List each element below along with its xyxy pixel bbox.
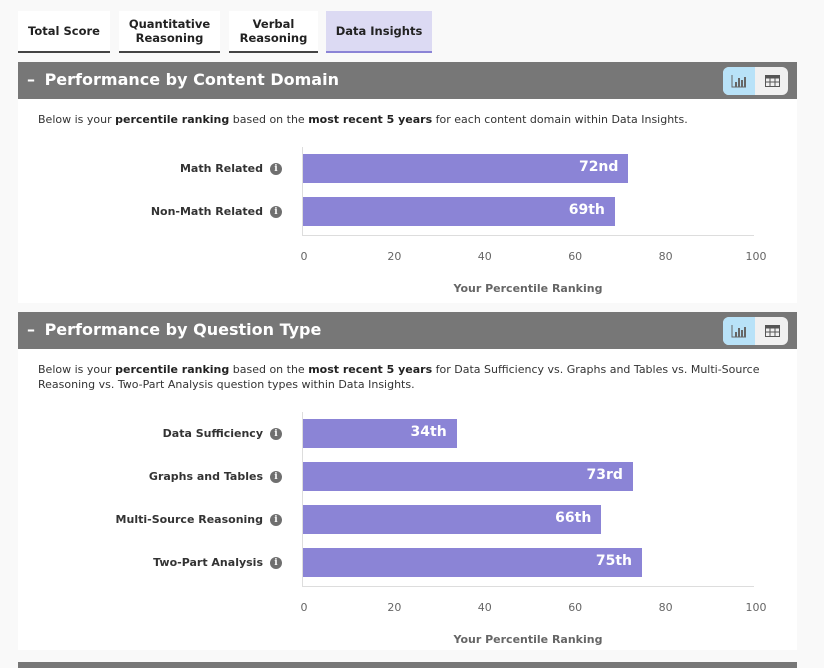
chart-view-button[interactable] (723, 67, 755, 95)
y-axis-line (302, 412, 303, 586)
info-icon[interactable]: i (270, 513, 282, 526)
bar-value-label: 69th (568, 202, 605, 218)
panel-header[interactable]: – Performance by Content Domain (18, 62, 797, 99)
bar-chart-icon (731, 74, 746, 87)
section-description: Below is your percentile ranking based o… (38, 113, 688, 126)
bar-value-label: 72nd (578, 159, 619, 175)
category-label: Multi-Source Reasoning i (116, 513, 282, 526)
bar: 75th (303, 548, 642, 577)
table-icon (764, 75, 780, 87)
x-tick-label: 60 (568, 601, 583, 614)
tab-label: Verbal Reasoning (239, 17, 308, 45)
x-tick-label: 40 (477, 601, 492, 614)
minus-icon[interactable]: – (27, 320, 35, 339)
info-icon[interactable]: i (270, 556, 282, 569)
bar: 66th (303, 505, 602, 534)
info-icon[interactable]: i (270, 205, 282, 218)
tab-label: Total Score (28, 24, 100, 38)
table-icon (764, 325, 780, 337)
question-type-panel: – Performance by Question Type Below is … (18, 312, 797, 650)
info-icon[interactable]: i (270, 427, 282, 440)
bar-chart-icon (731, 324, 746, 337)
view-toggle (723, 317, 788, 345)
bar: 73rd (303, 462, 633, 491)
x-axis-title: Your Percentile Ranking (453, 633, 603, 646)
info-icon[interactable]: i (270, 162, 282, 175)
content-domain-panel: – Performance by Content Domain Below is… (18, 62, 797, 303)
panel-title[interactable]: – Performance by Question Type (27, 320, 321, 339)
bar-value-label: 34th (410, 424, 447, 440)
panel-header[interactable]: – Performance by Question Type (18, 312, 797, 349)
category-text: Math Related (179, 162, 263, 175)
section-title: Performance by Content Domain (44, 70, 339, 89)
minus-icon[interactable]: – (27, 70, 35, 89)
category-text: Non-Math Related (150, 205, 263, 218)
next-section-header[interactable] (18, 662, 797, 668)
bar: 69th (303, 197, 615, 226)
y-axis-line (302, 147, 303, 235)
panel-title[interactable]: – Performance by Content Domain (27, 70, 339, 89)
category-label: Math Related i (180, 162, 282, 175)
category-label: Two-Part Analysis i (153, 556, 282, 569)
chart-view-button[interactable] (723, 317, 755, 345)
x-tick-label: 0 (300, 601, 308, 614)
x-tick-label: 80 (658, 250, 673, 263)
tab-data-insights[interactable]: Data Insights (326, 11, 432, 53)
x-axis-line (302, 586, 754, 587)
info-icon[interactable]: i (270, 470, 282, 483)
bar-value-label: 66th (555, 510, 592, 526)
bar: 72nd (303, 154, 629, 183)
x-tick-label: 0 (300, 250, 308, 263)
view-toggle (723, 67, 788, 95)
x-tick-label: 100 (745, 601, 767, 614)
category-text: Data Sufficiency (162, 427, 263, 440)
x-tick-label: 60 (568, 250, 583, 263)
category-text: Graphs and Tables (148, 470, 263, 483)
x-tick-label: 100 (745, 250, 767, 263)
tab-total-score[interactable]: Total Score (18, 11, 110, 53)
x-tick-label: 20 (387, 250, 402, 263)
bar-value-label: 75th (595, 553, 632, 569)
x-tick-label: 40 (477, 250, 492, 263)
table-view-button[interactable] (756, 67, 788, 95)
category-text: Two-Part Analysis (153, 556, 263, 569)
x-axis-title: Your Percentile Ranking (453, 282, 603, 295)
x-tick-label: 80 (658, 601, 673, 614)
bar: 34th (303, 419, 457, 448)
tab-verbal-reasoning[interactable]: Verbal Reasoning (229, 11, 318, 53)
tab-quantitative-reasoning[interactable]: Quantitative Reasoning (119, 11, 220, 53)
x-tick-label: 20 (387, 601, 402, 614)
category-label: Non-Math Related i (151, 205, 282, 218)
tab-label: Quantitative Reasoning (128, 17, 211, 45)
category-label: Graphs and Tables i (149, 470, 282, 483)
category-label: Data Sufficiency i (163, 427, 282, 440)
x-axis-line (302, 235, 754, 236)
section-description: Below is your percentile ranking based o… (38, 363, 760, 391)
table-view-button[interactable] (756, 317, 788, 345)
tab-label: Data Insights (335, 24, 423, 38)
category-text: Multi-Source Reasoning (115, 513, 263, 526)
section-title: Performance by Question Type (44, 320, 322, 339)
bar-value-label: 73rd (586, 467, 623, 483)
